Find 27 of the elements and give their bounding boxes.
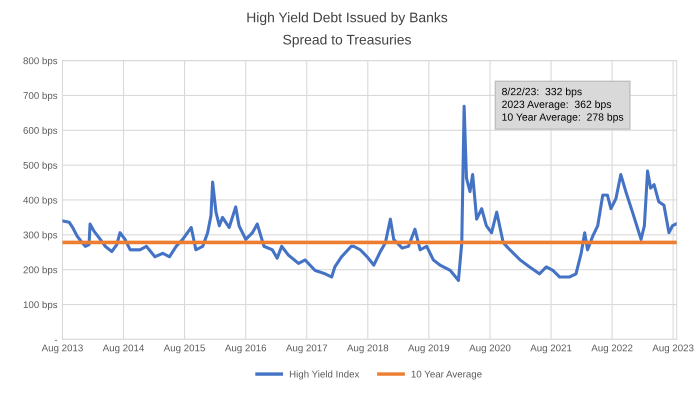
x-tick-label: Aug 2020 xyxy=(469,344,510,354)
y-tick-label: 500 bps xyxy=(23,162,58,171)
y-tick-label: 200 bps xyxy=(23,266,58,276)
chart-title: High Yield Debt Issued by Banks xyxy=(247,12,448,26)
legend-label: 10 Year Average xyxy=(412,370,482,380)
y-tick-label: - xyxy=(54,340,58,341)
x-tick-label: Aug 2023 xyxy=(652,344,694,354)
chart-subtitle: Spread to Treasuries xyxy=(283,34,411,48)
y-tick-label: 700 bps xyxy=(24,92,58,101)
annotation: 8/22/23: 332 bps xyxy=(502,88,582,98)
x-tick-label: Aug 2021 xyxy=(530,344,572,354)
x-tick-label: Aug 2013 xyxy=(42,344,83,354)
x-tick-label: Aug 2016 xyxy=(224,344,266,354)
x-tick-label: Aug 2019 xyxy=(408,344,450,354)
y-tick-label: 800 bps xyxy=(23,57,58,66)
y-tick-label: 400 bps xyxy=(23,196,58,206)
annotation: 2023 Average: 362 bps xyxy=(502,100,612,110)
y-tick-label: 300 bps xyxy=(23,231,58,240)
x-tick-label: Aug 2017 xyxy=(286,344,328,354)
x-tick-label: Aug 2015 xyxy=(164,344,205,354)
legend-label: High Yield Index xyxy=(290,370,360,380)
x-tick-label: Aug 2022 xyxy=(591,344,632,354)
y-tick-label: 100 bps xyxy=(24,300,58,310)
annotation: 10 Year Average: 278 bps xyxy=(502,113,624,123)
x-tick-label: Aug 2014 xyxy=(102,344,144,354)
x-tick-label: Aug 2018 xyxy=(347,344,388,354)
y-tick-label: 600 bps xyxy=(24,126,58,136)
